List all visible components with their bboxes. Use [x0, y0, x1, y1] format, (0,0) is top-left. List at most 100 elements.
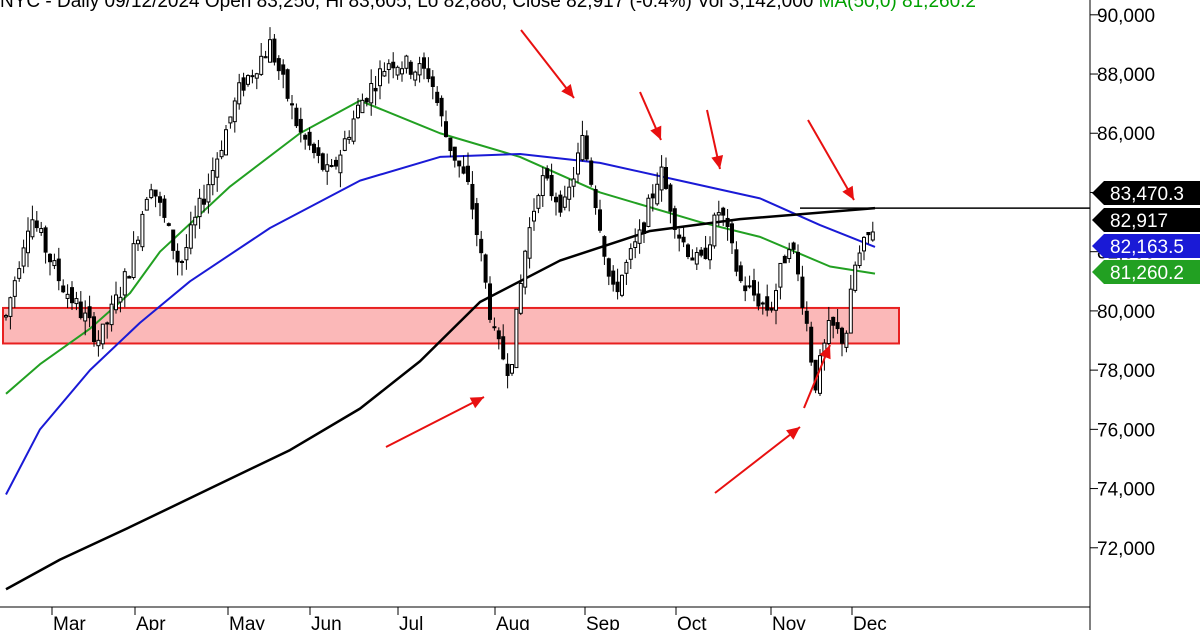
candle-body — [527, 227, 532, 259]
candle-body — [708, 244, 712, 261]
candle-body — [765, 296, 770, 311]
candle-body — [232, 100, 237, 123]
candle-body — [800, 276, 805, 308]
candle-body — [452, 146, 457, 161]
candle-body — [100, 323, 105, 345]
candle-body — [448, 137, 453, 152]
candle-body — [818, 355, 822, 394]
candle-body — [580, 134, 585, 161]
candle-body — [39, 228, 44, 233]
y-tick-label: 88,000 — [1097, 65, 1155, 86]
price-label-bg — [1092, 260, 1200, 284]
candle-body — [686, 244, 690, 258]
candle-body — [228, 116, 233, 124]
price-label-text: 81,260.2 — [1110, 263, 1184, 284]
candle-body — [518, 282, 523, 314]
candle-body — [778, 262, 783, 288]
candle-body — [224, 129, 228, 156]
candle-body — [857, 252, 862, 267]
candle-body — [87, 306, 92, 319]
candle-body — [703, 247, 708, 260]
candle-body — [681, 236, 686, 243]
arrow-head — [786, 427, 800, 440]
candle-body — [633, 241, 638, 249]
candle-body — [83, 312, 88, 322]
x-tick-label: Sep — [586, 614, 620, 630]
candle-body — [131, 243, 136, 279]
candle-body — [804, 310, 809, 324]
candle-body — [276, 58, 281, 72]
candle-body — [488, 283, 492, 320]
candle-body — [298, 118, 303, 133]
annotation-arrow — [714, 426, 801, 494]
candle-body — [747, 285, 752, 288]
support-zone — [2, 306, 900, 345]
candle-body — [417, 63, 422, 76]
candle-body — [206, 184, 211, 203]
candle-body — [74, 298, 79, 305]
candle-body — [496, 330, 501, 340]
x-tick-label: Jun — [311, 614, 342, 630]
x-tick-label: Apr — [136, 614, 166, 630]
candle-body — [862, 236, 866, 252]
candle-body — [589, 160, 594, 185]
candle-body — [197, 197, 202, 218]
candle-body — [52, 260, 57, 267]
candle-body — [364, 98, 369, 103]
candle-body — [105, 322, 110, 325]
candle-body — [558, 194, 563, 213]
candle-body — [716, 212, 721, 216]
candle-body — [738, 265, 743, 282]
candle-body — [826, 320, 831, 344]
candle-body — [162, 198, 167, 218]
candle-body — [250, 75, 255, 78]
candle-body — [606, 258, 611, 277]
candle-body — [307, 131, 312, 146]
candle-body — [809, 326, 814, 363]
candle-body — [602, 236, 607, 257]
candle-body — [34, 220, 39, 229]
candle-body — [369, 83, 374, 104]
candle-body — [329, 164, 334, 167]
candle-body — [690, 257, 695, 261]
candle-body — [699, 249, 704, 256]
candle-body — [426, 68, 431, 80]
candle-body — [386, 63, 391, 71]
candle-body — [668, 184, 673, 212]
candle-body — [96, 339, 101, 347]
candle-body — [576, 152, 580, 175]
candle-body — [730, 223, 734, 244]
candle-body — [514, 308, 519, 369]
candle-body — [175, 250, 180, 263]
candle-body — [483, 254, 488, 283]
candle-body — [848, 288, 853, 334]
candle-body — [479, 238, 484, 254]
candle-body — [840, 327, 844, 344]
candle-body — [655, 183, 660, 205]
candle-body — [725, 217, 730, 227]
candle-body — [303, 134, 308, 140]
candle-body — [378, 68, 382, 87]
candle-body — [114, 294, 118, 311]
candle-body — [4, 315, 8, 318]
arrow-head — [469, 397, 484, 409]
y-tick-label: 90,000 — [1097, 6, 1155, 27]
candle-body — [642, 222, 646, 235]
price-label-text: 83,470.3 — [1110, 184, 1184, 205]
candle-body — [149, 189, 154, 199]
candle-body — [347, 136, 352, 140]
candle-body — [26, 230, 30, 254]
candle-body — [43, 227, 48, 253]
candle-body — [263, 56, 268, 59]
candle-body — [536, 195, 541, 209]
price-label-text: 82,917 — [1110, 211, 1168, 232]
candle-body — [677, 234, 682, 239]
candle-body — [210, 170, 215, 186]
arrow-head — [819, 345, 831, 360]
candle-body — [637, 229, 642, 244]
chart-header: NYC - Daily 09/12/2024 Open 83,250, Hi 8… — [0, 0, 1090, 13]
y-tick-label: 76,000 — [1097, 420, 1155, 441]
arrow-head — [842, 185, 854, 200]
y-tick-label: 78,000 — [1097, 361, 1155, 382]
